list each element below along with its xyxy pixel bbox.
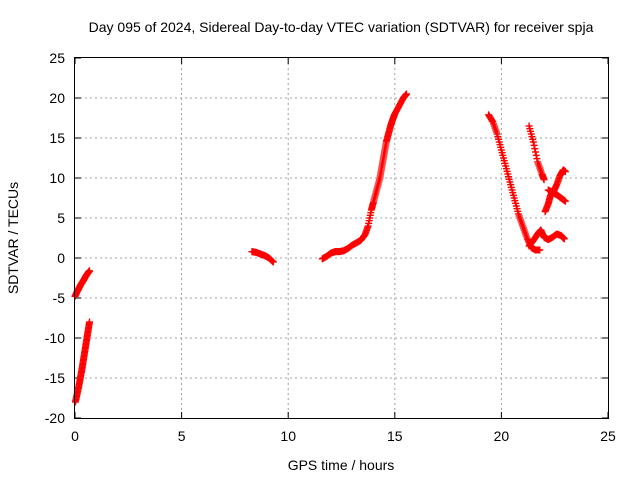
x-axis-label: GPS time / hours [288, 457, 395, 473]
data-points [71, 90, 569, 406]
data-point-marker [533, 155, 541, 163]
x-tick-label: 25 [600, 428, 616, 444]
data-point-marker [561, 197, 569, 205]
data-point-marker [531, 145, 539, 153]
data-point-marker [269, 258, 277, 266]
y-axis-label: SDTVAR / TECUs [5, 182, 21, 294]
data-point-marker [488, 117, 496, 125]
y-tick-label: 5 [57, 210, 65, 226]
y-tick-label: -10 [45, 330, 65, 346]
x-tick-label: 0 [71, 428, 79, 444]
y-tick-label: 0 [57, 250, 65, 266]
data-point-marker [523, 234, 531, 242]
y-tick-label: 10 [49, 170, 65, 186]
x-tick-label: 10 [280, 428, 296, 444]
y-tick-label: 15 [49, 130, 65, 146]
y-tick-label: 20 [49, 90, 65, 106]
data-point-marker [403, 90, 411, 98]
x-tick-label: 15 [387, 428, 403, 444]
y-tick-label: 25 [49, 50, 65, 66]
data-point-marker [560, 235, 568, 243]
data-point-marker [561, 168, 569, 176]
data-point-marker [530, 141, 538, 149]
tick-labels: 0 5 10 15 20 25 -20 -15 -10 -5 0 5 10 15 20 25 [45, 50, 616, 444]
data-point-marker [532, 151, 540, 159]
x-tick-label: 5 [178, 428, 186, 444]
data-point-marker [85, 318, 93, 326]
x-tick-label: 20 [494, 428, 510, 444]
data-point-marker [85, 267, 93, 275]
plot-frame [74, 57, 609, 419]
data-point-marker [524, 236, 532, 244]
chart-title: Day 095 of 2024, Sidereal Day-to-day VTE… [89, 19, 594, 35]
data-point-marker [532, 148, 540, 156]
data-point-marker [540, 176, 548, 184]
y-tick-label: -20 [45, 410, 65, 426]
data-point-marker [536, 246, 544, 254]
y-tick-label: -5 [53, 290, 66, 306]
y-tick-label: -15 [45, 370, 65, 386]
data-point-marker [529, 138, 537, 146]
